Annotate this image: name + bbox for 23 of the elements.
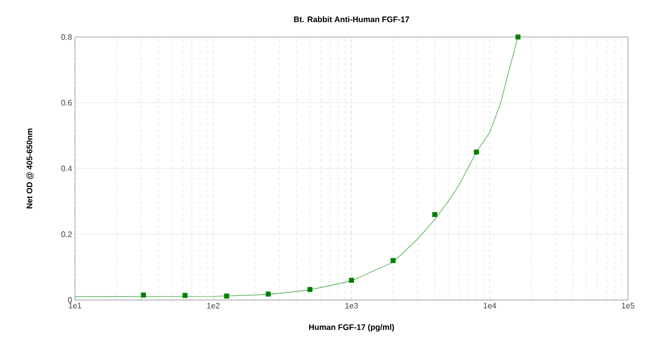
y-tick-label: 0.4: [61, 166, 72, 172]
point: [224, 294, 230, 299]
x-tick-label: 1e3: [345, 302, 358, 309]
point: [432, 212, 438, 218]
point: [182, 292, 188, 298]
y-tick-label: 0.8: [61, 34, 72, 40]
point: [390, 258, 396, 264]
point: [140, 292, 146, 298]
point: [515, 34, 520, 40]
x-tick-label: 1e1: [68, 302, 82, 308]
point: [474, 150, 479, 155]
x-tick-label: 1e5: [622, 302, 634, 308]
point: [266, 292, 271, 297]
y-tick-label: 0.6: [61, 100, 72, 106]
x-tick-label: 1e4: [484, 302, 496, 308]
x-tick-label: 1e2: [207, 302, 220, 309]
y-tick-label: 0.2: [61, 231, 72, 238]
x-axis-title: Human FGF-17 (pg/ml): [309, 324, 394, 332]
y-tick-label: 0: [68, 297, 72, 303]
point: [307, 286, 312, 292]
y-axis-title: Net OD @ 405-650nm: [26, 128, 34, 208]
point: [349, 278, 354, 283]
chart-title: Bt. Rabbit Anti-Human FGF-17: [294, 16, 410, 22]
